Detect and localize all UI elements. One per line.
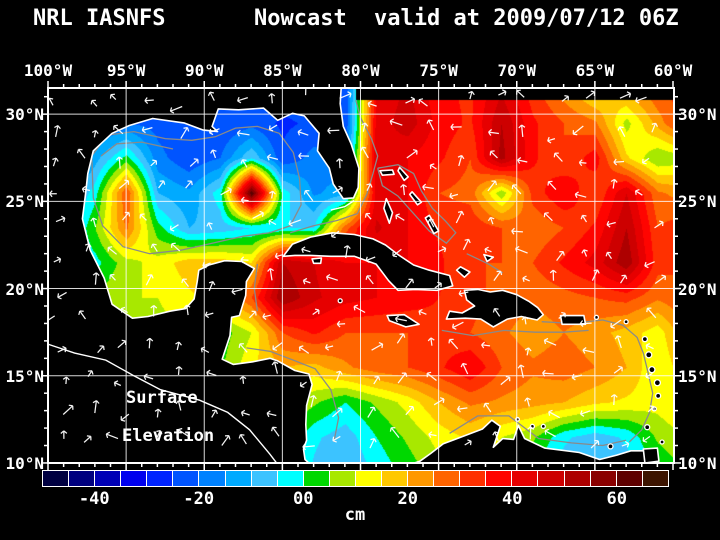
lat-label-left-20n: 20°N (5, 279, 44, 299)
lat-label-right-10n: 10°N (678, 453, 717, 473)
lat-label-left-30n: 30°N (5, 105, 44, 125)
lon-label-65w: 65°W (575, 61, 615, 80)
island-antigua (641, 335, 649, 343)
land-north-central-america (48, 88, 360, 463)
colorbar-cell-21 (590, 471, 616, 486)
colorbar-cell-13 (382, 471, 408, 486)
bathymetry-contour (441, 329, 589, 337)
colorbar-cell-9 (277, 471, 303, 486)
colorbar-cell-3 (121, 471, 147, 486)
colorbar-cell-1 (69, 471, 95, 486)
colorbar-cell-16 (460, 471, 486, 486)
colorbar-cell-8 (251, 471, 277, 486)
land-caicos (483, 253, 495, 263)
colorbar-cell-17 (486, 471, 512, 486)
colorbar-tick-40: 40 (502, 489, 523, 509)
colorbar-tick--20: -20 (183, 489, 215, 509)
colorbar-cell-15 (434, 471, 460, 486)
lon-label-100w: 100°W (23, 61, 73, 80)
land-jamaica (386, 313, 420, 328)
lon-label-90w: 90°W (184, 61, 224, 80)
land-trinidad (642, 447, 660, 463)
bathymetry-contour (246, 347, 340, 443)
bathymetry-contour (541, 319, 654, 443)
island-tobago (659, 439, 665, 445)
island-dominica (648, 366, 656, 374)
land-grand-bahama (379, 169, 395, 176)
colorbar-cell-2 (95, 471, 121, 486)
colorbar-tick-00: 00 (293, 489, 314, 509)
model-name-title: NRL IASNFS (33, 6, 166, 31)
colorbar-cell-20 (564, 471, 590, 486)
island-grenada (644, 424, 651, 431)
colorbar-tick-20: 20 (397, 489, 418, 509)
axis-ticks (41, 81, 681, 470)
lat-label-left-25n: 25°N (5, 192, 44, 212)
lon-label-80w: 80°W (341, 61, 380, 80)
land-south-america (411, 419, 659, 463)
valid-time-title: valid at 2009/07/12 06Z (374, 6, 679, 31)
colorbar-cell-19 (538, 471, 564, 486)
lat-label-right-25n: 25°N (678, 192, 717, 212)
product-title: Nowcast (254, 6, 347, 31)
colorbar-unit-label: cm (344, 505, 366, 525)
colorbar-cell-22 (616, 471, 642, 486)
island-grand-cayman (337, 298, 343, 304)
lon-label-95w: 95°W (106, 61, 146, 80)
lon-label-70w: 70°W (497, 61, 537, 80)
land-great-inagua (455, 265, 471, 279)
map-layers (48, 88, 674, 463)
bathymetry-contour (100, 141, 174, 157)
island-margarita (607, 443, 614, 450)
lat-label-left-10n: 10°N (5, 453, 44, 473)
island-st-lucia (655, 392, 662, 399)
land-cuba (282, 232, 454, 292)
island-st-martin (623, 319, 629, 325)
colorbar-cell-14 (408, 471, 434, 486)
bathymetry-contour (253, 264, 259, 312)
colorbar-cell-0 (43, 471, 69, 486)
lat-label-right-20n: 20°N (678, 279, 717, 299)
land-isla-juventud (311, 257, 323, 265)
colorbar-cell-18 (512, 471, 538, 486)
land-abaco (397, 166, 410, 182)
island-bonaire (540, 423, 546, 429)
colorbar-cell-7 (225, 471, 251, 486)
land-puerto-rico (559, 314, 587, 326)
lon-label-60w: 60°W (653, 61, 693, 80)
velocity-arrow-field (48, 88, 667, 451)
lon-label-85w: 85°W (263, 61, 302, 80)
lat-label-right-15n: 15°N (678, 366, 717, 386)
island-martinique (653, 379, 662, 387)
colorbar-cell-4 (147, 471, 173, 486)
bathymetry-contour (377, 164, 457, 245)
colorbar-cell-10 (303, 471, 329, 486)
bathymetry-contour (449, 415, 627, 447)
colorbar-cell-23 (642, 471, 668, 486)
bathymetry-contour (466, 253, 504, 274)
colorbar-cell-11 (329, 471, 355, 486)
land-eleuthera (408, 191, 423, 206)
lat-label-right-30n: 30°N (678, 105, 717, 125)
lat-label-left-15n: 15°N (5, 366, 44, 386)
coastline-pacific-coast (48, 343, 278, 463)
colorbar (42, 470, 669, 487)
colorbar-tick-60: 60 (606, 489, 627, 509)
colorbar-cell-6 (199, 471, 225, 486)
colorbar-cell-5 (173, 471, 199, 486)
colorbar-cell-12 (355, 471, 382, 486)
variable-label-line2: Elevation (122, 426, 215, 446)
land-andros (383, 197, 394, 224)
lon-label-75w: 75°W (419, 61, 458, 80)
colorbar-tick--40: -40 (78, 489, 110, 509)
coastline-florida-keys (330, 199, 355, 211)
island-guadeloupe (645, 351, 653, 359)
variable-label-line1: Surface (126, 388, 198, 408)
bathymetry-contour (91, 125, 302, 255)
